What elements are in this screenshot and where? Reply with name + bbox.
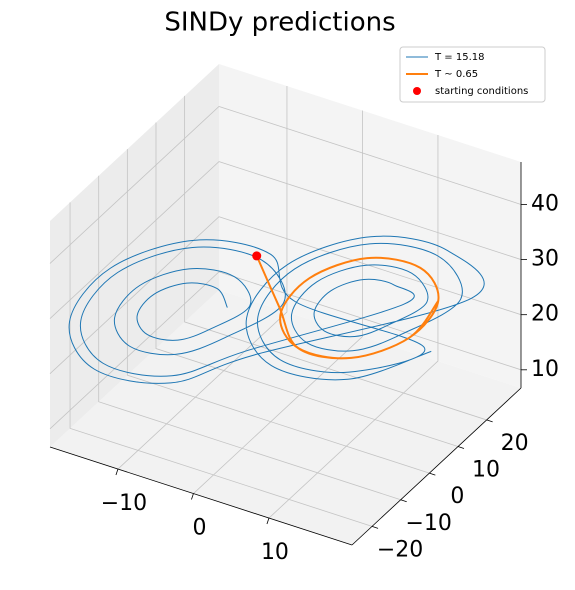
tick-mark	[191, 493, 194, 500]
tick-mark	[429, 472, 436, 476]
start-point	[252, 251, 262, 261]
grid-line	[268, 135, 439, 519]
grid-line	[69, 202, 373, 527]
legend-label: T = 15.18	[434, 52, 484, 63]
legend-box	[399, 46, 546, 103]
tick-label: 10	[261, 540, 289, 565]
tick-label: −10	[405, 511, 451, 536]
axis-line	[351, 387, 522, 546]
axis-line	[49, 446, 353, 546]
tick-mark	[400, 499, 407, 503]
legend-label: starting conditions	[435, 86, 528, 97]
tick-label: −10	[101, 491, 147, 516]
tick-label: 0	[450, 484, 464, 509]
grid-line	[193, 110, 363, 494]
tick-mark	[115, 468, 119, 476]
chart-title: SINDy predictions	[164, 8, 395, 38]
tick-label: 10	[472, 458, 500, 483]
tick-label: 0	[192, 516, 206, 541]
tick-label: 20	[501, 431, 529, 456]
grid-line	[155, 122, 459, 447]
grid-line	[184, 95, 487, 421]
grid-line	[49, 271, 522, 430]
tick-mark	[266, 517, 270, 525]
grid-line	[98, 175, 401, 501]
pane-floor	[50, 290, 521, 545]
tick-label: 10	[531, 357, 559, 382]
series-line	[255, 255, 440, 360]
tick-label: 20	[531, 302, 559, 327]
tick-label: 30	[531, 247, 559, 272]
series-line	[68, 235, 485, 384]
grid-line	[49, 216, 522, 374]
grid-line	[126, 149, 430, 474]
tick-mark	[457, 446, 465, 449]
grid-line	[49, 105, 522, 264]
tick-label: 40	[531, 191, 559, 216]
tick-label: −20	[377, 537, 423, 562]
grid-line	[49, 161, 522, 319]
grid-line	[117, 86, 288, 470]
tick-mark	[486, 419, 493, 423]
legend: T = 15.18 T ~ 0.65 starting conditions	[399, 46, 546, 103]
legend-swatch	[413, 87, 421, 95]
tick-mark	[371, 525, 379, 529]
legend-label: T ~ 0.65	[434, 69, 478, 80]
